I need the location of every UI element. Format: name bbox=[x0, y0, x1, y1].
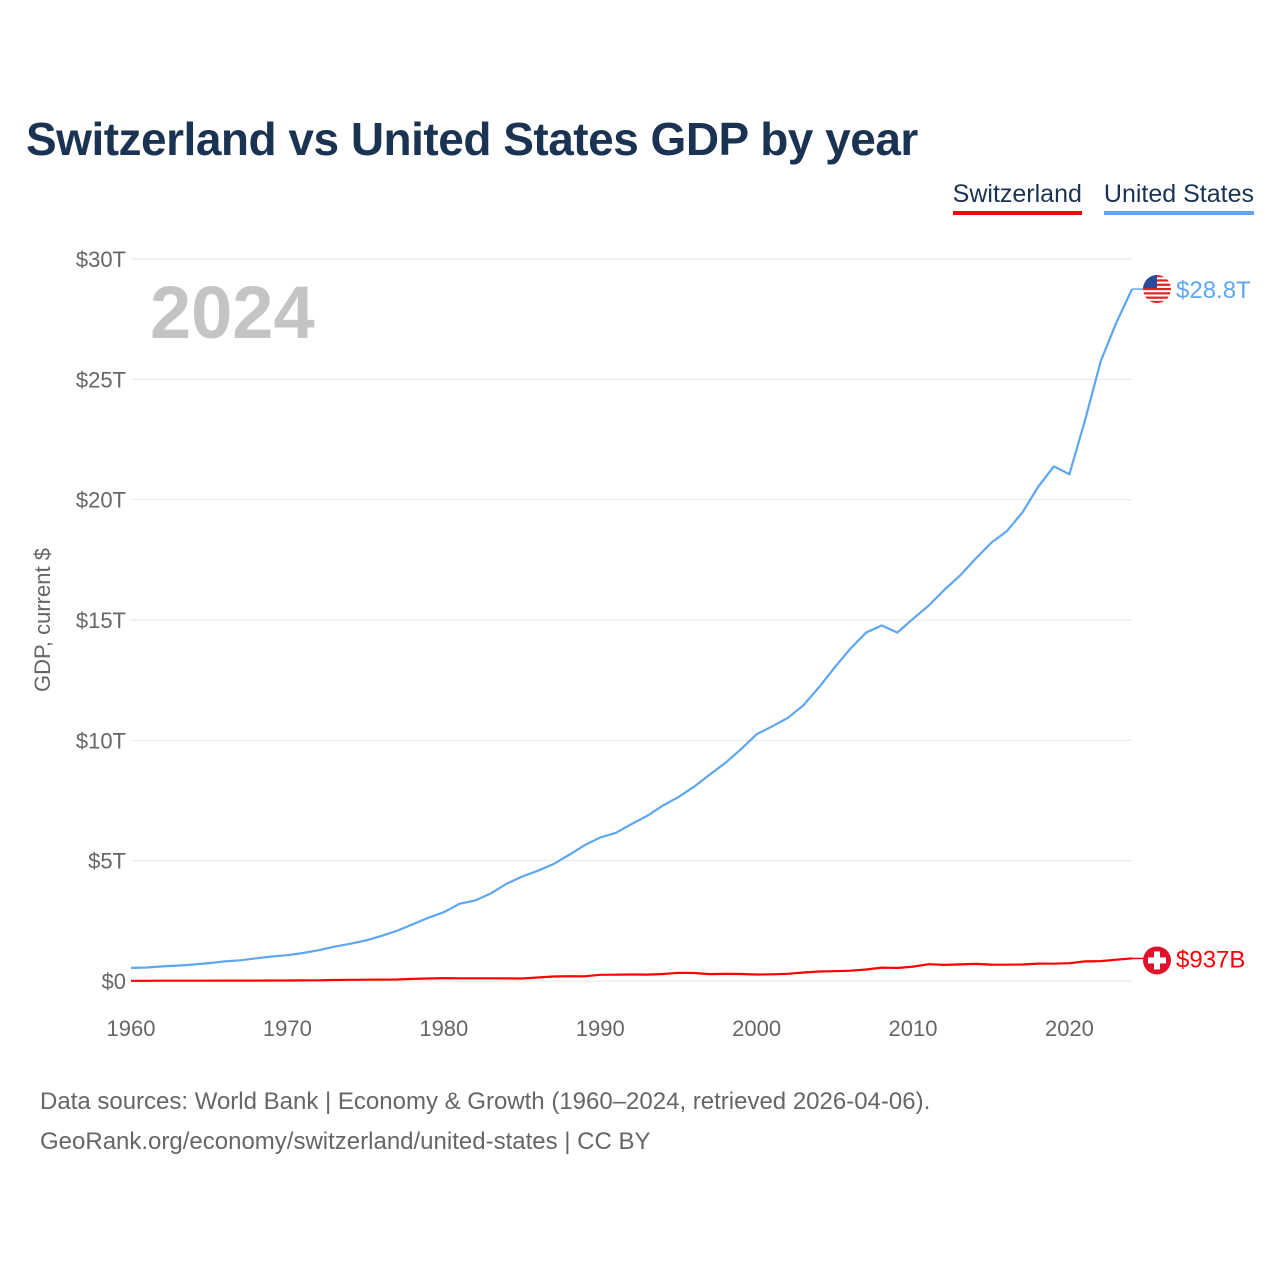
y-axis-label: GDP, current $ bbox=[30, 548, 55, 692]
y-tick-label: $15T bbox=[76, 608, 126, 633]
data-sources: Data sources: World Bank | Economy & Gro… bbox=[40, 1088, 931, 1115]
x-tick-label: 1990 bbox=[576, 1016, 625, 1041]
x-tick-label: 1970 bbox=[263, 1016, 312, 1041]
y-tick-label: $20T bbox=[76, 488, 126, 513]
x-tick-label: 2010 bbox=[889, 1016, 938, 1041]
x-tick-label: 1960 bbox=[107, 1016, 156, 1041]
x-tick-label: 2000 bbox=[732, 1016, 781, 1041]
series-line-united-states bbox=[130, 288, 1133, 969]
end-value-label: $937B bbox=[1176, 946, 1245, 973]
y-tick-label: $10T bbox=[76, 728, 126, 753]
legend-item-united-states[interactable]: United States bbox=[1103, 180, 1254, 215]
source-link[interactable]: GeoRank.org/economy/switzerland/united-s… bbox=[40, 1128, 651, 1155]
y-tick-label: $5T bbox=[88, 849, 126, 874]
year-label: 2024 bbox=[150, 271, 315, 354]
footer: Data sources: World Bank | Economy & Gro… bbox=[40, 1082, 930, 1162]
chart-title: Switzerland vs United States GDP by year bbox=[26, 113, 918, 165]
legend: Switzerland United States bbox=[952, 180, 1254, 215]
legend-item-switzerland[interactable]: Switzerland bbox=[952, 180, 1082, 215]
switzerland-flag-icon bbox=[1143, 946, 1171, 975]
x-tick-label: 2020 bbox=[1045, 1016, 1094, 1041]
x-tick-label: 1980 bbox=[419, 1016, 468, 1041]
end-value-label: $28.8T bbox=[1176, 277, 1251, 304]
y-tick-label: $0 bbox=[102, 969, 126, 994]
y-tick-label: $30T bbox=[76, 247, 126, 272]
y-tick-label: $25T bbox=[76, 367, 126, 392]
usa-flag-icon bbox=[1143, 275, 1171, 304]
series-line-switzerland bbox=[131, 957, 1133, 982]
